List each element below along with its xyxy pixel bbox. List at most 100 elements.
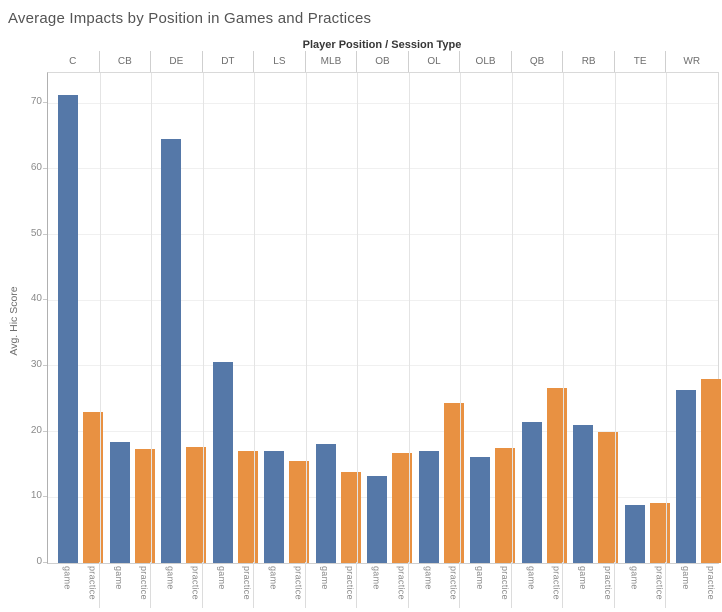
x-label-panel-dt <box>201 562 254 608</box>
bar-ob-game[interactable] <box>367 476 388 563</box>
bar-wr-practice[interactable] <box>701 379 722 563</box>
x-label-mlb-practice: practice <box>345 566 356 600</box>
x-label-rb-game: game <box>577 566 588 590</box>
bar-ol-practice[interactable] <box>443 402 464 563</box>
x-label-panel-olb <box>459 562 511 608</box>
panel-rb <box>563 73 615 563</box>
x-label-ob-practice: practice <box>396 566 407 600</box>
gridline <box>48 365 718 367</box>
x-label-rb-practice: practice <box>602 566 613 600</box>
y-tick-mark <box>43 562 47 563</box>
col-header-c: C <box>69 56 77 67</box>
panel-te <box>614 73 667 563</box>
x-label-panel-de <box>150 562 202 608</box>
bar-olb-game[interactable] <box>470 456 491 563</box>
x-label-ls-practice: practice <box>293 566 304 600</box>
y-tick-mark <box>43 233 47 235</box>
bar-dt-game[interactable] <box>212 362 233 563</box>
gridline <box>48 168 718 170</box>
y-tick-mark <box>43 364 47 366</box>
x-label-c-game: game <box>62 566 73 590</box>
bar-olb-practice[interactable] <box>495 448 516 563</box>
bar-ob-practice[interactable] <box>392 453 413 563</box>
bar-c-practice[interactable] <box>83 411 103 563</box>
bar-qb-practice[interactable] <box>546 387 567 563</box>
col-header-rb: RB <box>562 51 614 72</box>
bar-cb-game[interactable] <box>109 441 130 563</box>
x-label-panel-ol <box>407 562 460 608</box>
bar-cb-practice[interactable] <box>134 448 155 563</box>
col-header-ob: OB <box>356 51 408 72</box>
bar-te-game[interactable] <box>624 505 645 563</box>
y-tick-label: 70 <box>30 96 42 108</box>
y-tick-mark <box>43 299 47 301</box>
y-tick-mark <box>43 496 47 498</box>
bar-rb-game[interactable] <box>573 425 594 563</box>
panel-ls <box>254 73 306 563</box>
y-tick-mark <box>43 167 47 169</box>
bar-ls-practice[interactable] <box>289 461 310 563</box>
col-header-olb: OLB <box>459 51 511 72</box>
bar-te-practice[interactable] <box>649 503 670 563</box>
gridline <box>48 299 718 301</box>
panel-olb <box>460 73 512 563</box>
panel-wr <box>666 73 718 563</box>
x-label-panel-ls <box>253 562 305 608</box>
x-label-c-practice: practice <box>87 566 98 600</box>
y-tick-label: 30 <box>30 358 42 370</box>
col-header-te: TE <box>613 51 666 72</box>
x-label-de-practice: practice <box>190 566 201 600</box>
y-tick-label: 0 <box>36 556 42 567</box>
x-label-panel-te <box>613 562 666 608</box>
panel-mlb <box>305 73 358 563</box>
panel-qb <box>511 73 564 563</box>
x-label-ob-game: game <box>371 566 382 590</box>
panel-ob <box>357 73 409 563</box>
x-label-dt-practice: practice <box>242 566 253 600</box>
bar-wr-game[interactable] <box>676 390 697 563</box>
x-label-te-practice: practice <box>654 566 665 600</box>
x-label-panel-cb <box>98 562 151 608</box>
gridline <box>48 431 718 433</box>
x-label-te-game: game <box>629 566 640 590</box>
x-label-panel-rb <box>562 562 614 608</box>
x-label-dt-game: game <box>217 566 228 590</box>
x-label-ol-practice: practice <box>448 566 459 600</box>
x-label-ls-game: game <box>268 566 279 590</box>
bar-mlb-game[interactable] <box>315 443 336 563</box>
x-label-wr-practice: practice <box>705 566 716 600</box>
col-header-mlb: MLB <box>304 51 357 72</box>
x-label-panel-qb <box>510 562 563 608</box>
x-label-panel-ob <box>356 562 408 608</box>
column-group-title: Player Position / Session Type <box>302 39 462 51</box>
bar-c-game[interactable] <box>58 95 78 563</box>
bar-rb-practice[interactable] <box>598 431 619 563</box>
panel-de <box>151 73 203 563</box>
y-tick-label: 60 <box>30 161 42 173</box>
col-header-ls: LS <box>253 51 305 72</box>
y-tick-label: 10 <box>30 490 42 502</box>
bar-ls-game[interactable] <box>264 451 285 563</box>
x-label-olb-game: game <box>474 566 485 590</box>
x-label-qb-game: game <box>526 566 537 590</box>
panel-ol <box>408 73 461 563</box>
panel-dt <box>202 73 255 563</box>
x-label-mlb-game: game <box>320 566 331 590</box>
bar-ol-game[interactable] <box>418 450 439 563</box>
bar-dt-practice[interactable] <box>237 450 258 563</box>
x-label-wr-game: game <box>680 566 691 590</box>
x-label-panel-mlb <box>304 562 357 608</box>
col-header-wr: WR <box>665 51 717 72</box>
bar-de-game[interactable] <box>161 139 182 563</box>
col-header-dt: DT <box>201 51 254 72</box>
y-tick-label: 50 <box>30 227 42 239</box>
bar-qb-game[interactable] <box>521 421 542 563</box>
chart-title: Average Impacts by Position in Games and… <box>8 10 372 27</box>
x-label-cb-game: game <box>114 566 125 590</box>
col-header-cb: CB <box>98 51 151 72</box>
bar-mlb-practice[interactable] <box>340 471 361 563</box>
x-label-area: game practice game practice game practice game… <box>47 562 717 612</box>
gridline <box>48 102 718 104</box>
bar-de-practice[interactable] <box>186 447 207 563</box>
